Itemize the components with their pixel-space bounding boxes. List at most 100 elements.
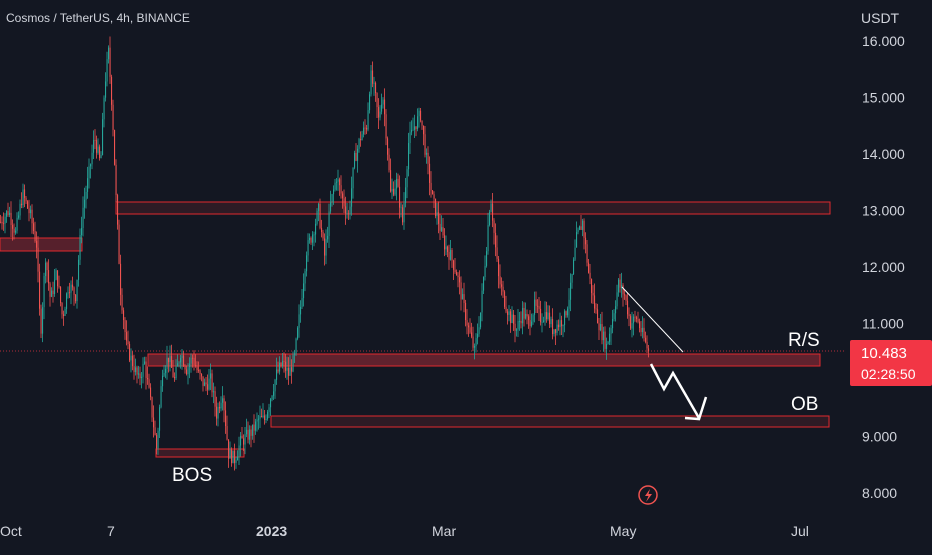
candle-body	[57, 270, 59, 287]
candle-body	[27, 201, 29, 209]
candle-body	[241, 435, 243, 439]
rs-zone[interactable]	[147, 353, 821, 367]
y-tick-label: 16.000	[862, 33, 905, 49]
candle-body	[15, 230, 17, 233]
candle-body	[300, 306, 302, 315]
candle-body	[363, 127, 365, 135]
y-tick-label: 14.000	[862, 146, 905, 162]
candle-body	[450, 249, 452, 260]
candle-body	[480, 312, 482, 328]
candle-body	[496, 247, 498, 259]
candle-body	[184, 366, 186, 370]
candle-body	[273, 391, 275, 396]
candle-body	[630, 316, 632, 329]
candle-body	[570, 282, 572, 300]
candle-body	[435, 198, 437, 217]
candle-body	[352, 167, 354, 189]
candle-body	[400, 207, 402, 209]
candle-body	[282, 361, 284, 367]
candle-body	[108, 47, 110, 60]
candle-body	[438, 212, 440, 224]
candle-body	[142, 363, 144, 377]
candle-body	[162, 375, 164, 387]
candle-body	[12, 224, 14, 229]
candle-body	[121, 294, 123, 311]
candle-body	[138, 373, 140, 375]
candle-body	[129, 344, 131, 361]
candle-body	[0, 221, 2, 223]
candle-body	[373, 82, 375, 84]
y-axis[interactable]: 16.000 15.000 14.000 13.000 12.000 11.000 9.00…	[862, 33, 905, 501]
flash-icon[interactable]	[638, 485, 658, 505]
candle-body	[172, 367, 174, 378]
candle-body	[606, 343, 608, 349]
candle-body	[597, 309, 599, 324]
candle-body	[199, 370, 201, 374]
candle-body	[463, 294, 465, 303]
candle-body	[31, 209, 33, 224]
candle-body	[103, 97, 105, 120]
candle-body	[190, 357, 192, 364]
candle-body	[3, 223, 5, 225]
candle-body	[340, 185, 342, 194]
candle-body	[168, 357, 170, 363]
bos-zone[interactable]	[155, 448, 245, 458]
candle-body	[540, 308, 542, 323]
x-axis[interactable]: Oct 7 2023 Mar May Jul	[0, 523, 809, 539]
candle-body	[634, 316, 636, 318]
candle-body	[51, 290, 53, 297]
ob-zone[interactable]	[270, 415, 830, 428]
candle-body	[322, 231, 324, 239]
candle-body	[202, 376, 204, 386]
candle-body	[367, 110, 369, 130]
candle-body	[16, 217, 18, 231]
candle-body	[124, 320, 126, 333]
candle-body	[49, 283, 51, 297]
candle-body	[351, 188, 353, 207]
candle-body	[195, 365, 197, 367]
candle-body	[240, 435, 242, 446]
candle-body	[355, 152, 357, 161]
candle-body	[61, 302, 63, 315]
candle-body	[261, 416, 263, 417]
candle-body	[126, 332, 128, 341]
candle-body	[307, 240, 309, 256]
left-zone[interactable]	[0, 237, 83, 252]
candle-body	[490, 203, 492, 212]
candle-body	[372, 70, 374, 84]
candle-body	[94, 140, 96, 141]
candle-body	[420, 110, 422, 121]
candle-body	[523, 307, 525, 319]
candle-body	[429, 163, 431, 183]
candle-body	[511, 314, 513, 324]
candle-body	[547, 312, 549, 319]
candle-body	[330, 202, 332, 212]
candle-body	[175, 366, 177, 379]
candle-body	[198, 370, 200, 371]
candle-body	[297, 327, 299, 339]
candle-body	[81, 227, 83, 236]
candle-body	[538, 306, 540, 309]
candle-body	[217, 406, 219, 419]
candle-body	[292, 354, 294, 372]
trendline[interactable]	[621, 286, 684, 353]
candle-body	[378, 107, 380, 118]
candle-body	[298, 314, 300, 328]
y-tick-label: 11.000	[862, 316, 904, 332]
candle-body	[646, 341, 648, 349]
candle-body	[615, 306, 617, 314]
candle-body	[643, 327, 645, 338]
candle-body	[274, 379, 276, 392]
projection-path[interactable]	[649, 363, 701, 419]
candle-body	[469, 327, 471, 333]
candle-body	[520, 320, 522, 324]
candle-body	[183, 355, 185, 367]
candle-body	[477, 333, 479, 339]
resistance-zone-upper[interactable]	[115, 201, 831, 215]
candle-body	[618, 279, 620, 293]
candle-body	[499, 276, 501, 285]
candle-body	[171, 356, 173, 368]
candle-body	[399, 186, 401, 208]
